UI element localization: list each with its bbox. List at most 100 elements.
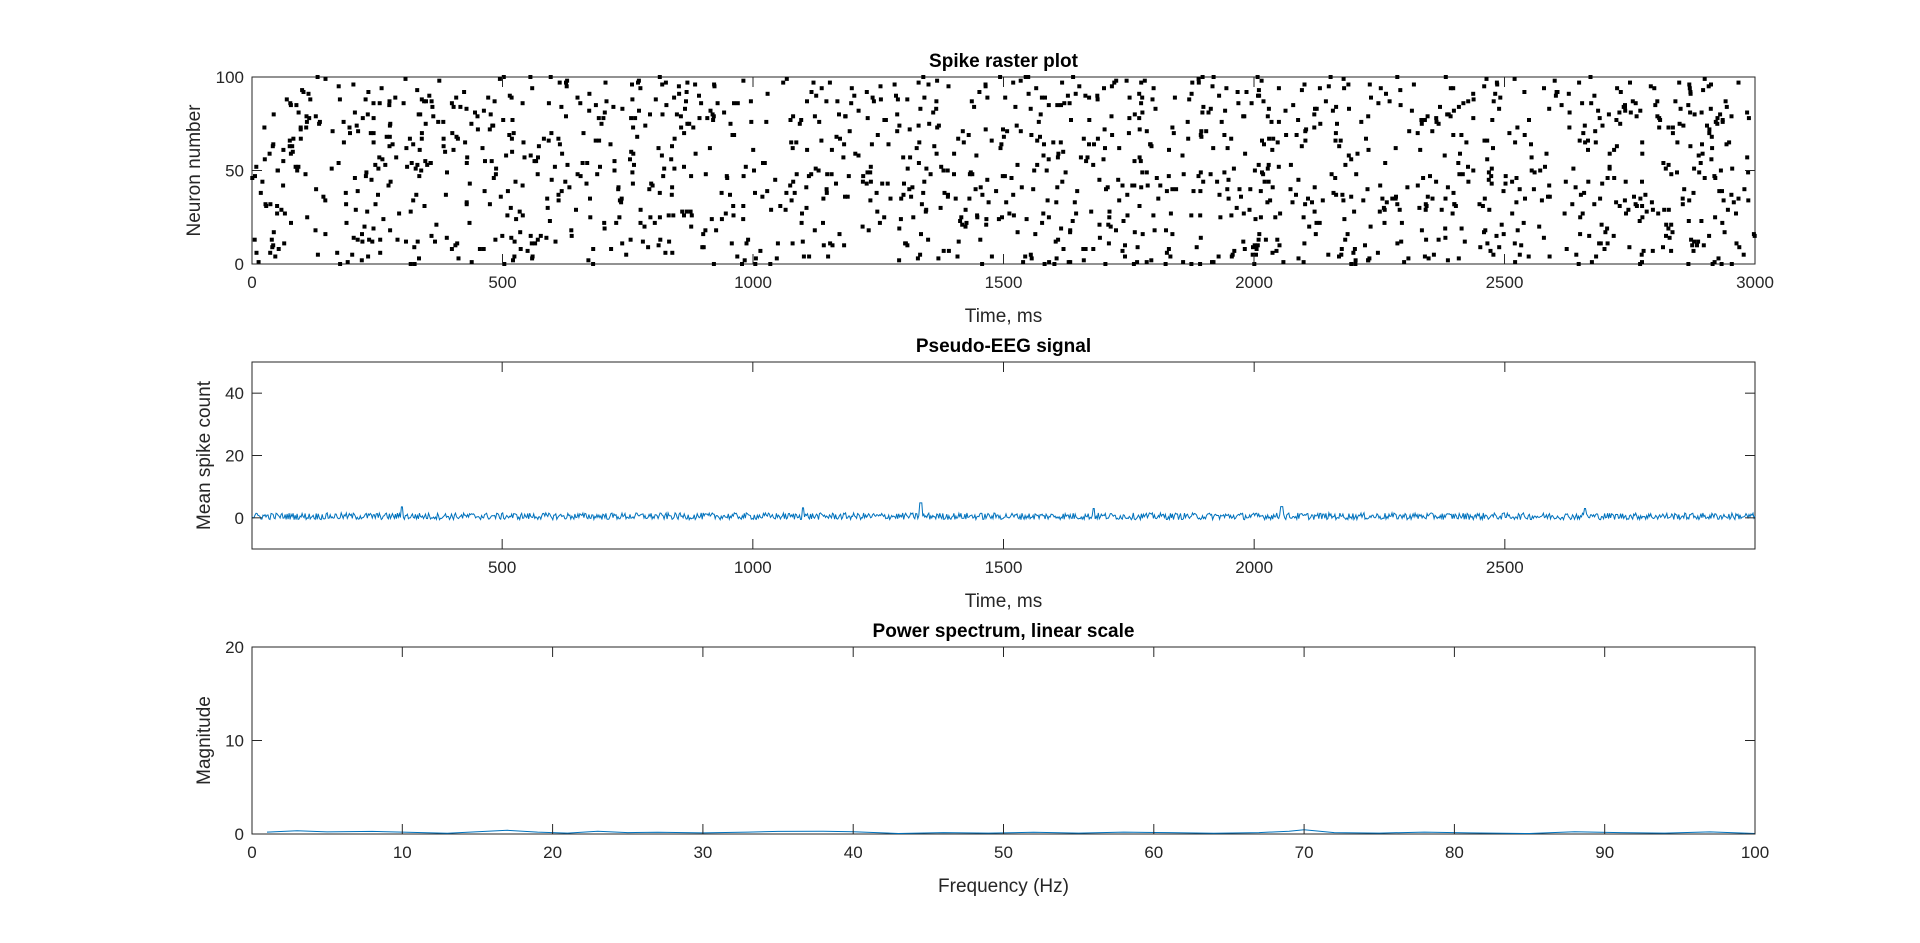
raster-spike [927, 121, 932, 126]
raster-spike [1039, 95, 1044, 100]
raster-spike [1713, 215, 1718, 220]
raster-spike [411, 142, 416, 147]
raster-spike [880, 181, 885, 186]
raster-spike [405, 164, 410, 169]
raster-spike [1686, 103, 1691, 108]
raster-spike [1024, 217, 1029, 222]
raster-spike [1600, 181, 1605, 186]
raster-spike [270, 245, 275, 250]
raster-spike [921, 75, 926, 79]
raster-spike [502, 262, 507, 266]
raster-spike [998, 146, 1003, 151]
raster-spike [429, 99, 434, 104]
raster-spike [260, 179, 265, 184]
raster-spike [1045, 198, 1050, 203]
raster-spike [1669, 172, 1674, 177]
raster-spike [512, 239, 517, 244]
raster-spike [1484, 76, 1489, 81]
raster-spike [743, 164, 748, 169]
raster-spike [347, 125, 352, 130]
raster-spike [689, 224, 694, 229]
raster-spike [545, 205, 550, 210]
raster-spike [353, 207, 358, 212]
raster-spike [337, 97, 342, 102]
raster-spike [535, 237, 540, 242]
raster-spike [1720, 189, 1724, 194]
raster-spike [575, 95, 580, 100]
raster-spike [1517, 252, 1522, 257]
raster-spike [1181, 260, 1186, 265]
raster-spike [684, 90, 689, 94]
raster-spike [1204, 129, 1209, 134]
raster-spike [960, 222, 965, 227]
raster-spike [816, 168, 821, 173]
raster-spike [1626, 207, 1631, 212]
raster-spike [1573, 185, 1578, 190]
raster-spike [1354, 172, 1359, 177]
raster-spike [1448, 114, 1453, 119]
raster-spike [1698, 161, 1703, 165]
raster-spike [290, 144, 295, 149]
raster-spike [1190, 80, 1195, 85]
raster-spike [1537, 224, 1542, 229]
raster-spike [1398, 88, 1403, 93]
raster-spike [507, 133, 512, 137]
raster-spike [1442, 153, 1447, 158]
raster-spike [1170, 187, 1175, 192]
raster-spike [1043, 95, 1047, 100]
raster-spike [830, 243, 835, 248]
raster-spike [289, 220, 293, 225]
raster-spike [1423, 207, 1428, 212]
raster-spike [1407, 129, 1412, 134]
raster-spike [1302, 82, 1307, 87]
raster-spike [1745, 155, 1750, 160]
raster-spike [1068, 228, 1073, 233]
raster-spike [504, 153, 509, 158]
raster-spike [1288, 162, 1293, 167]
raster-spike [663, 80, 668, 85]
raster-spike [371, 226, 376, 231]
raster-spike [1168, 211, 1173, 216]
raster-spike [483, 159, 487, 164]
raster-spike [1148, 142, 1153, 147]
raster-spike [514, 217, 519, 222]
raster-spike [970, 172, 975, 177]
raster-spike [791, 179, 796, 184]
raster-spike [1208, 172, 1213, 177]
raster-spike [1752, 233, 1757, 238]
raster-spike [1495, 82, 1500, 87]
raster-spike [907, 187, 912, 192]
raster-spike [520, 213, 525, 218]
raster-spike [664, 103, 669, 108]
raster-spike [670, 185, 675, 190]
raster-spike [614, 220, 619, 225]
raster-spike [1248, 187, 1253, 192]
raster-spike [397, 211, 402, 216]
raster-spike [1452, 202, 1457, 207]
raster-spike [1058, 140, 1063, 145]
raster-spike [1680, 196, 1685, 201]
raster-spike [569, 233, 574, 238]
raster-spike [1434, 179, 1439, 184]
raster-spike [544, 235, 549, 240]
raster-spike [1501, 189, 1506, 194]
raster-spike [464, 200, 469, 205]
raster-spike [1294, 192, 1298, 197]
raster-spike [1669, 248, 1674, 253]
raster-spike [1326, 84, 1331, 89]
raster-spike [1583, 140, 1588, 145]
raster-spike [1395, 241, 1400, 246]
raster-spike [1480, 204, 1485, 208]
spectrum-xlabel: Frequency (Hz) [938, 876, 1069, 897]
raster-spike [1681, 123, 1686, 128]
raster-spike [1241, 211, 1246, 216]
raster-spike [788, 183, 793, 188]
raster-spike [536, 155, 540, 160]
raster-spike [635, 134, 640, 139]
raster-spike [1691, 248, 1696, 253]
raster-spike [1091, 162, 1096, 167]
raster-spike [1638, 262, 1643, 266]
raster-spike [1199, 134, 1204, 139]
raster-spike [789, 140, 794, 145]
raster-spike [557, 80, 562, 85]
